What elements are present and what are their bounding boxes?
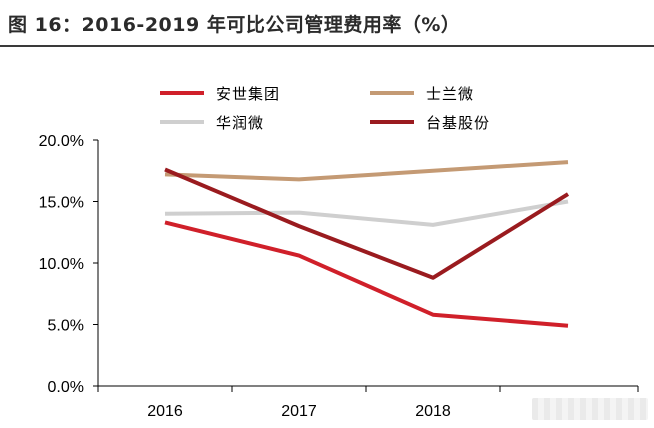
y-tick-label: 10.0% xyxy=(39,256,84,273)
x-tick-label: 2018 xyxy=(415,403,451,420)
legend-label-3: 华润微 xyxy=(216,114,264,132)
chart-title: 图 16：2016-2019 年可比公司管理费用率（%） xyxy=(8,14,461,36)
series-line-4 xyxy=(164,167,570,280)
legend-label-1: 安世集团 xyxy=(216,85,280,103)
axes: 0.0% 5.0% 10.0% 15.0% 20.0% 2016 2017 2018 xyxy=(39,133,639,420)
watermark xyxy=(532,398,648,420)
legend-label-2: 士兰微 xyxy=(426,85,474,103)
x-tick-label: 2016 xyxy=(147,403,183,420)
series-line-2 xyxy=(164,160,569,182)
title-divider xyxy=(0,45,654,47)
series-group xyxy=(164,160,570,328)
series-line-1 xyxy=(164,220,569,328)
x-tick-label: 2017 xyxy=(281,403,317,420)
y-tick-label: 15.0% xyxy=(39,195,84,212)
y-tick-label: 0.0% xyxy=(48,379,84,396)
y-tick-label: 5.0% xyxy=(48,318,84,335)
y-tick-label: 20.0% xyxy=(39,133,84,150)
series-line-3 xyxy=(164,199,569,227)
legend-label-4: 台基股份 xyxy=(426,114,490,132)
